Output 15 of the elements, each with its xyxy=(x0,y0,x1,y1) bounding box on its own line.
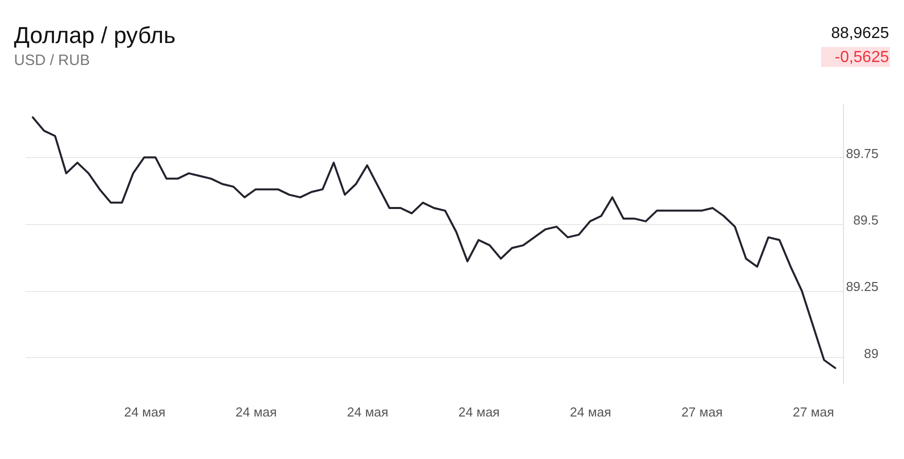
chart-subtitle: USD / RUB xyxy=(14,52,90,69)
x-tick-label: 27 мая xyxy=(792,404,834,420)
chart-title: Доллар / рубль xyxy=(14,22,176,48)
text: -0,5625 xyxy=(834,49,890,66)
text: 88,9625 xyxy=(831,25,890,42)
y-tick-label: 89.5 xyxy=(853,212,878,228)
y-tick-label: 89.25 xyxy=(846,279,878,294)
x-tick-label: 24 мая xyxy=(458,404,500,420)
x-tick-label: 24 мая xyxy=(236,404,277,420)
x-tick-label: 24 мая xyxy=(346,404,388,420)
x-tick-label: 24 мая xyxy=(124,404,166,420)
y-tick-label: 89 xyxy=(864,346,878,361)
x-tick-label: 24 мая xyxy=(570,404,612,420)
y-tick-label: 89.75 xyxy=(846,146,878,161)
x-tick-label: 27 мая xyxy=(681,404,723,420)
